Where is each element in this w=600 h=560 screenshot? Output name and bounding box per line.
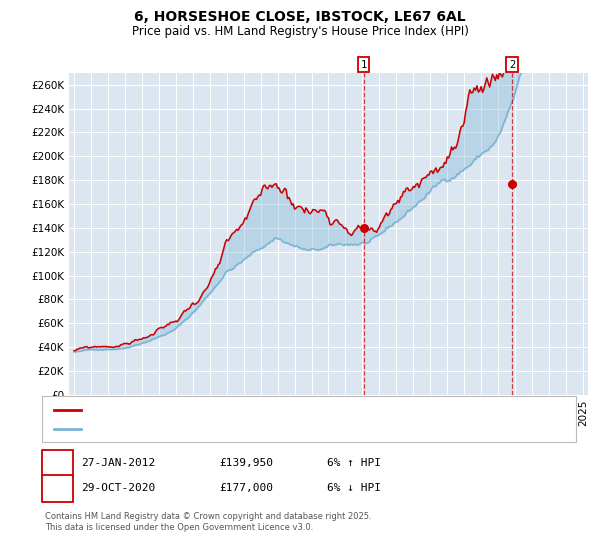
Text: 6, HORSESHOE CLOSE, IBSTOCK, LE67 6AL (semi-detached house): 6, HORSESHOE CLOSE, IBSTOCK, LE67 6AL (s…: [87, 405, 412, 415]
Text: 6% ↑ HPI: 6% ↑ HPI: [327, 458, 381, 468]
Text: Contains HM Land Registry data © Crown copyright and database right 2025.
This d: Contains HM Land Registry data © Crown c…: [45, 512, 371, 532]
Text: 27-JAN-2012: 27-JAN-2012: [81, 458, 155, 468]
Text: 6% ↓ HPI: 6% ↓ HPI: [327, 483, 381, 493]
Text: Price paid vs. HM Land Registry's House Price Index (HPI): Price paid vs. HM Land Registry's House …: [131, 25, 469, 38]
Text: 6, HORSESHOE CLOSE, IBSTOCK, LE67 6AL: 6, HORSESHOE CLOSE, IBSTOCK, LE67 6AL: [134, 10, 466, 24]
Text: 1: 1: [361, 59, 367, 69]
Text: £139,950: £139,950: [219, 458, 273, 468]
Text: £177,000: £177,000: [219, 483, 273, 493]
Text: 2: 2: [509, 59, 515, 69]
Text: 29-OCT-2020: 29-OCT-2020: [81, 483, 155, 493]
Text: 1: 1: [54, 458, 61, 468]
Text: HPI: Average price, semi-detached house, North West Leicestershire: HPI: Average price, semi-detached house,…: [87, 424, 421, 433]
Text: 2: 2: [54, 483, 61, 493]
